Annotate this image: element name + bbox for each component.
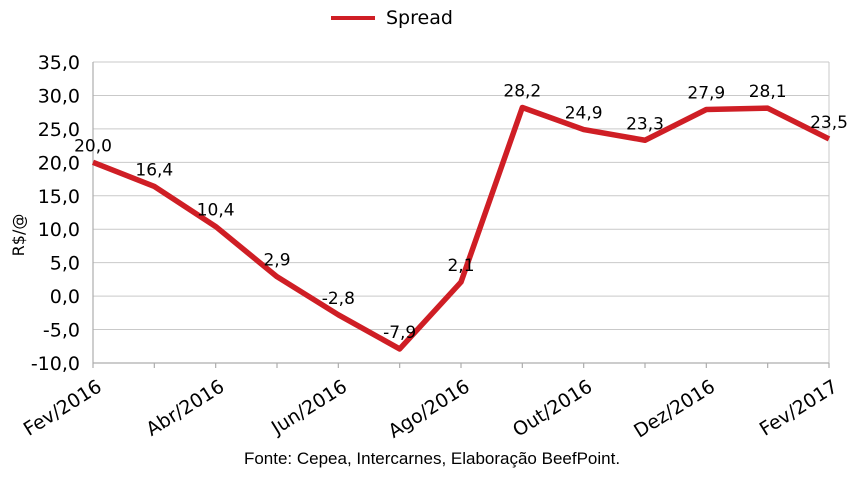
x-axis-tick-label: Ago/2016 xyxy=(384,376,473,443)
y-axis-tick-label: -10,0 xyxy=(31,353,80,375)
data-point-label: 16,4 xyxy=(135,160,173,180)
data-point-label: 28,1 xyxy=(749,82,787,102)
data-point-label: 2,1 xyxy=(447,256,474,276)
x-axis-tick-label: Fev/2016 xyxy=(20,376,106,441)
y-axis-tick-label: 20,0 xyxy=(38,152,80,174)
legend-line-swatch xyxy=(331,16,375,20)
y-axis-tick-label: 30,0 xyxy=(38,85,80,107)
data-point-label: -2,8 xyxy=(322,289,355,309)
data-point-label: 20,0 xyxy=(74,136,112,156)
y-axis-tick-label: 10,0 xyxy=(38,219,80,241)
data-point-label: 24,9 xyxy=(565,104,603,124)
data-point-label: 10,4 xyxy=(197,201,235,221)
y-axis-tick-label: 25,0 xyxy=(38,119,80,141)
legend-label: Spread xyxy=(386,7,453,29)
y-axis-tick-label: 0,0 xyxy=(50,286,80,308)
x-axis-tick-label: Dez/2016 xyxy=(630,376,719,443)
spread-line xyxy=(91,104,831,352)
y-axis-tick-label: 15,0 xyxy=(38,186,80,208)
data-point-label: -7,9 xyxy=(383,323,416,343)
data-point-label: 23,5 xyxy=(810,113,848,133)
y-axis-tick-label: 5,0 xyxy=(50,253,80,275)
y-axis-tick-label: -5,0 xyxy=(43,320,80,342)
data-point-label: 27,9 xyxy=(687,83,725,103)
y-axis-tick-label: 35,0 xyxy=(38,52,80,74)
data-point-label: 2,9 xyxy=(263,251,290,271)
x-axis-tick-label: Out/2016 xyxy=(509,376,596,442)
x-axis-tick-label: Jun/2016 xyxy=(267,376,351,440)
data-point-label: 23,3 xyxy=(626,114,664,134)
y-axis-title: R$/@ xyxy=(9,214,28,257)
x-axis-tick-label: Abr/2016 xyxy=(142,376,228,441)
legend: Spread xyxy=(331,6,453,30)
x-axis-tick-label: Fev/2017 xyxy=(756,376,842,441)
data-point-label: 28,2 xyxy=(503,81,541,101)
source-note: Fonte: Cepea, Intercarnes, Elaboração Be… xyxy=(243,449,621,468)
